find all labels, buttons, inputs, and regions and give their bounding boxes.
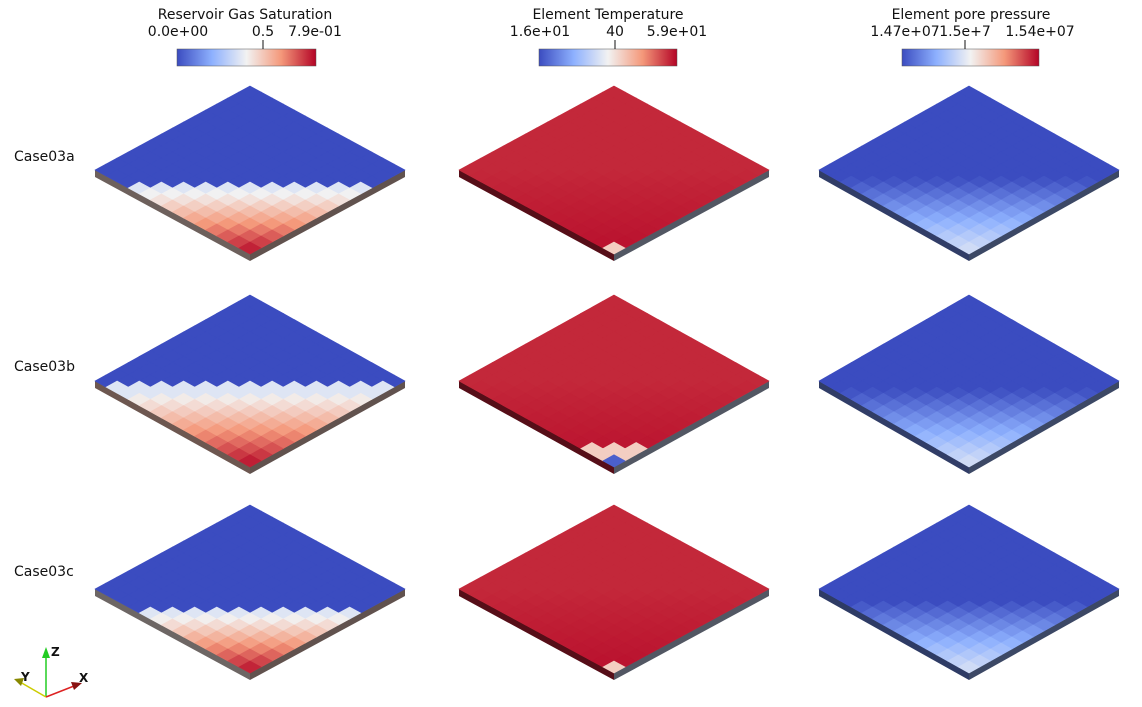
axis-label-z: Z bbox=[51, 645, 60, 659]
plate-side bbox=[95, 170, 250, 261]
plate-side bbox=[819, 170, 969, 261]
z-arrow-icon bbox=[42, 647, 50, 658]
colorbar-tick: 0.5 bbox=[251, 24, 275, 40]
y-arrow-icon bbox=[14, 678, 24, 686]
plate-side bbox=[819, 381, 969, 474]
colorbar-tick: 7.9e-01 bbox=[288, 24, 342, 40]
orientation-axes bbox=[14, 647, 82, 698]
colorbar-tick: 1.6e+01 bbox=[509, 24, 571, 40]
colorbar-tick: 1.54e+07 bbox=[1005, 24, 1075, 40]
plate-cell bbox=[957, 660, 981, 674]
colorbar-tick: 5.9e+01 bbox=[646, 24, 708, 40]
case-label-a: Case03a bbox=[14, 149, 75, 165]
plates-group bbox=[94, 85, 1120, 680]
colorbar-tick: 0.0e+00 bbox=[147, 24, 209, 40]
plate-cell bbox=[238, 454, 262, 468]
plate-cell bbox=[957, 454, 981, 468]
colorbar-tick: 1.5e+7 bbox=[939, 24, 991, 40]
axis-label-y: Y bbox=[21, 670, 30, 684]
case-label-c: Case03c bbox=[14, 564, 74, 580]
colorbar-temperature bbox=[538, 48, 678, 67]
plate-cell bbox=[238, 660, 262, 674]
plate-side bbox=[250, 589, 405, 680]
x-arrow-icon bbox=[71, 682, 82, 690]
plate-side bbox=[250, 170, 405, 261]
plate-cell bbox=[238, 241, 262, 255]
plate-side bbox=[250, 381, 405, 474]
colorbar-title-saturation: Reservoir Gas Saturation bbox=[157, 7, 333, 23]
plate-side bbox=[459, 170, 614, 261]
plate-side bbox=[614, 589, 769, 680]
colorbar-title-temperature: Element Temperature bbox=[532, 7, 684, 23]
plate-side bbox=[969, 381, 1119, 474]
plate-cell bbox=[602, 454, 626, 468]
plate-side bbox=[614, 170, 769, 261]
colorbar-tick: 1.47e+07 bbox=[870, 24, 940, 40]
plate-side bbox=[969, 589, 1119, 680]
plate-side bbox=[95, 381, 250, 474]
plate-side bbox=[459, 381, 614, 474]
plate-side bbox=[614, 381, 769, 474]
plate-cell bbox=[602, 241, 626, 255]
axis-label-x: X bbox=[79, 671, 89, 685]
case-label-b: Case03b bbox=[14, 359, 75, 375]
plate-side bbox=[95, 589, 250, 680]
colorbar-pressure bbox=[901, 48, 1040, 67]
plate-side bbox=[459, 589, 614, 680]
plate-cell bbox=[957, 241, 981, 255]
colorbar-title-pressure: Element pore pressure bbox=[891, 7, 1051, 23]
plate-side bbox=[819, 589, 969, 680]
colorbar-saturation bbox=[176, 48, 317, 67]
plate-side bbox=[969, 170, 1119, 261]
plate-cell bbox=[602, 660, 626, 674]
colorbar-tick: 40 bbox=[606, 24, 624, 40]
